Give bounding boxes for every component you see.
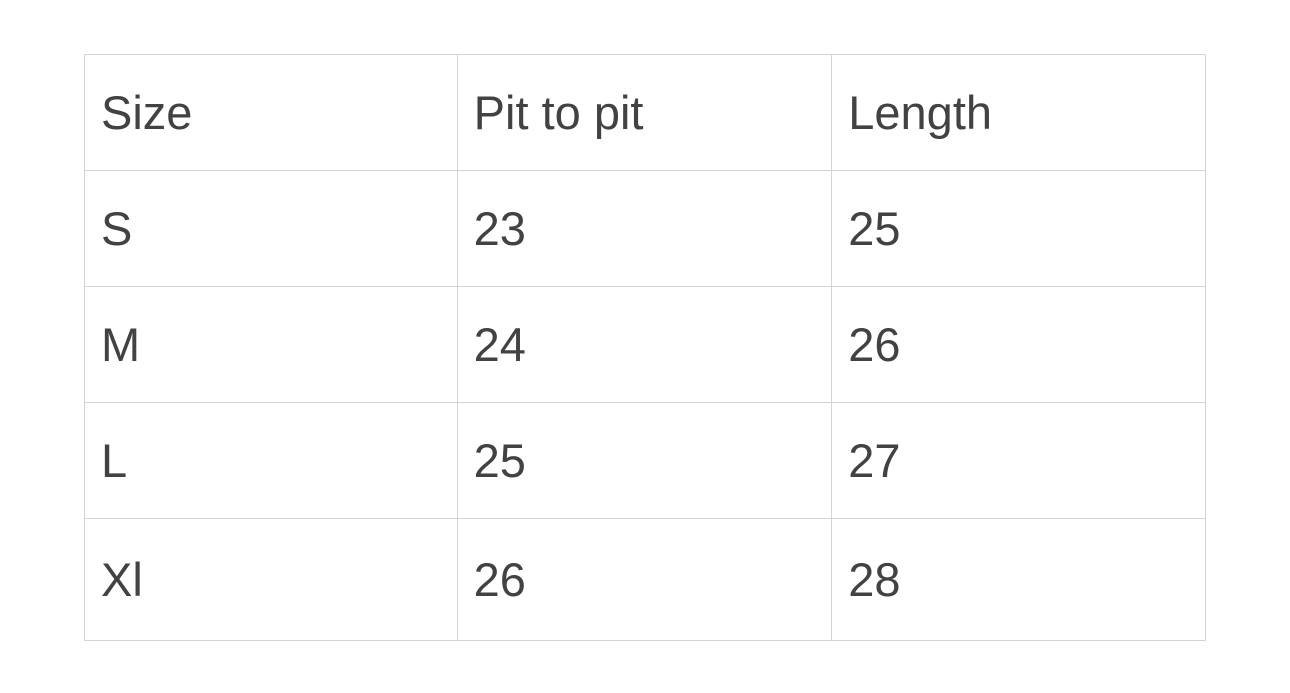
table-row: M 24 26 — [84, 286, 1206, 403]
table-row: Xl 26 28 — [84, 518, 1206, 641]
size-chart-table: Size Pit to pit Length S 23 25 M 24 26 L… — [84, 54, 1206, 641]
cell-pit-to-pit: 25 — [456, 402, 833, 519]
cell-size: Xl — [84, 518, 458, 641]
cell-size: M — [84, 286, 458, 403]
table-header-row: Size Pit to pit Length — [84, 54, 1206, 171]
table-row: S 23 25 — [84, 170, 1206, 287]
cell-pit-to-pit: 23 — [456, 170, 833, 287]
cell-length: 27 — [831, 402, 1206, 519]
cell-size: S — [84, 170, 458, 287]
header-pit-to-pit: Pit to pit — [456, 54, 833, 171]
cell-pit-to-pit: 24 — [456, 286, 833, 403]
cell-length: 25 — [831, 170, 1206, 287]
header-length: Length — [831, 54, 1206, 171]
table-row: L 25 27 — [84, 402, 1206, 519]
header-size: Size — [84, 54, 458, 171]
cell-length: 28 — [831, 518, 1206, 641]
cell-pit-to-pit: 26 — [456, 518, 833, 641]
cell-size: L — [84, 402, 458, 519]
cell-length: 26 — [831, 286, 1206, 403]
